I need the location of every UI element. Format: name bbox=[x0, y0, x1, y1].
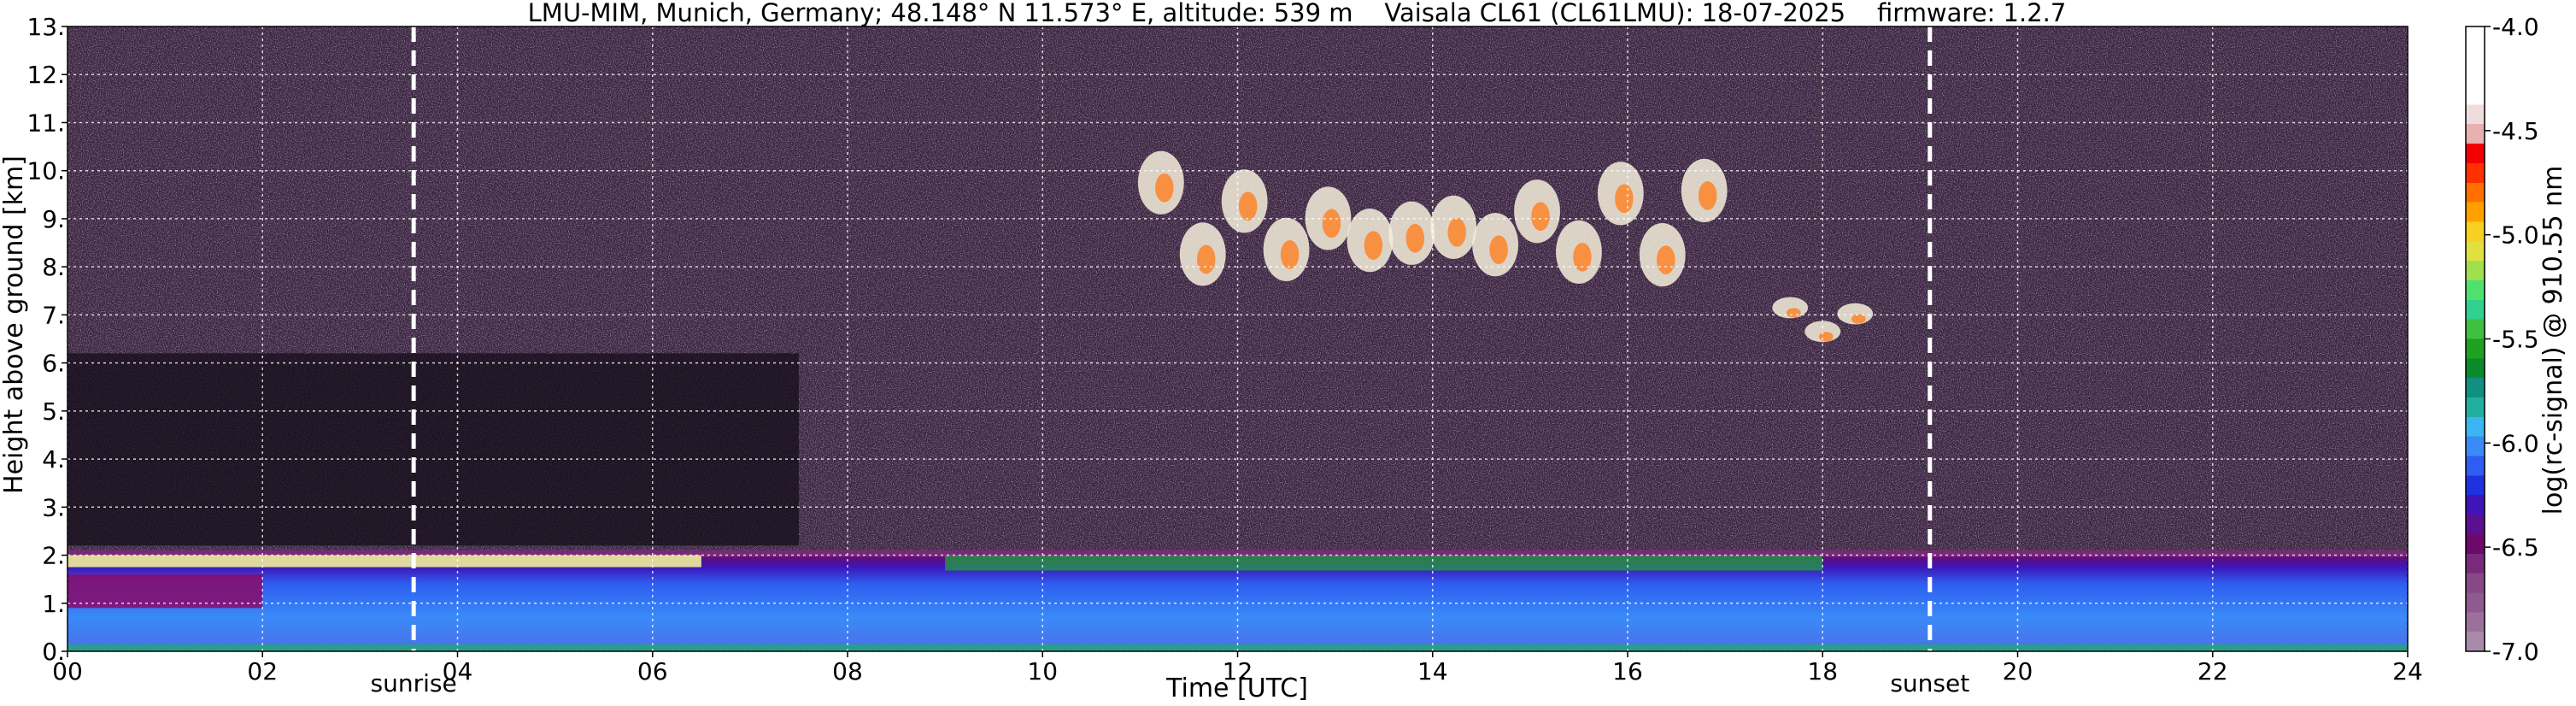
x-tick-label: 14 bbox=[1417, 657, 1448, 685]
x-tick-label: 08 bbox=[832, 657, 863, 685]
y-tick-label: 9. bbox=[42, 205, 65, 233]
cloud-core bbox=[1851, 314, 1866, 324]
y-tick-label: 2. bbox=[42, 542, 65, 570]
colorbar-tick-label: -4.5 bbox=[2492, 117, 2539, 145]
grid bbox=[67, 26, 2408, 651]
sun-event-labels: sunrise sunset bbox=[371, 669, 1970, 697]
y-tick-label: 4. bbox=[42, 445, 65, 474]
y-tick-label: 13. bbox=[26, 13, 65, 41]
residual-layer bbox=[67, 574, 263, 609]
cloud-core bbox=[1447, 218, 1466, 247]
colorbar-tick-label: -5.5 bbox=[2492, 326, 2539, 354]
cloud-core bbox=[1280, 239, 1300, 269]
cloud-core bbox=[1656, 245, 1675, 274]
colorbar-tick-label: -7.0 bbox=[2492, 638, 2539, 666]
colorbar-tick-label: -6.0 bbox=[2492, 429, 2539, 457]
x-axis-title: Time [UTC] bbox=[1165, 674, 1308, 703]
colorbar-tick-label: -6.5 bbox=[2492, 533, 2539, 562]
x-tick-label: 20 bbox=[2003, 657, 2033, 685]
sunset-label: sunset bbox=[1890, 669, 1969, 697]
y-tick-label: 12. bbox=[26, 61, 65, 89]
sunrise-label: sunrise bbox=[371, 669, 457, 697]
y-axis-title: Height above ground [km] bbox=[0, 156, 29, 494]
plot-area bbox=[67, 26, 2409, 652]
colorbar-tick-label: -5.0 bbox=[2492, 221, 2539, 250]
surface-layer bbox=[67, 644, 2408, 651]
colorbar-bar bbox=[2465, 26, 2485, 652]
x-tick-label: 04 bbox=[443, 657, 473, 685]
cloud-core bbox=[1615, 184, 1634, 214]
y-tick-label: 8. bbox=[42, 253, 65, 281]
x-tick-label: 10 bbox=[1027, 657, 1058, 685]
mixed-layer-top bbox=[945, 555, 1823, 571]
colorbar-tick-label: -4.0 bbox=[2492, 13, 2539, 41]
cloud-core bbox=[1405, 223, 1425, 253]
y-tick-label: 0. bbox=[42, 638, 65, 666]
cloud-core bbox=[1786, 308, 1801, 318]
x-tick-label: 18 bbox=[1807, 657, 1838, 685]
y-tick-label: 11. bbox=[26, 109, 65, 137]
sun-event-lines bbox=[411, 26, 1933, 651]
y-tick-label: 6. bbox=[42, 350, 65, 378]
colorbar: -4.0 -4.5 -5.0 -5.5 -6.0 -6.5 -7.0 log(rc-sign… bbox=[2465, 13, 2568, 666]
cloud-core bbox=[1531, 202, 1550, 232]
x-tick-label: 00 bbox=[52, 657, 83, 685]
colorbar-ticks: -4.0 -4.5 -5.0 -5.5 -6.0 -6.5 -7.0 bbox=[2485, 13, 2539, 666]
residual-layer-top bbox=[67, 555, 701, 568]
x-tick-label: 16 bbox=[1612, 657, 1643, 685]
cloud-core bbox=[1196, 244, 1216, 274]
cloud-core bbox=[1238, 191, 1258, 221]
y-axis-ticks: 0. 1. 2. 3. 4. 5. 6. 7. 8. 9. 10. 11. 12. 13. bbox=[26, 13, 67, 666]
x-tick-label: 02 bbox=[247, 657, 278, 685]
cloud-core bbox=[1364, 231, 1383, 260]
x-tick-label: 06 bbox=[637, 657, 668, 685]
cloud-core bbox=[1322, 209, 1341, 238]
chart-title: LMU-MIM, Munich, Germany; 48.148° N 11.5… bbox=[528, 0, 2067, 27]
cloud-core bbox=[1573, 242, 1592, 272]
x-tick-label: 22 bbox=[2198, 657, 2228, 685]
cloud-core bbox=[1698, 181, 1717, 210]
y-tick-label: 10. bbox=[26, 157, 65, 185]
x-axis-ticks: 00 02 04 06 08 10 12 14 16 18 20 22 24 bbox=[52, 651, 2423, 685]
y-tick-label: 7. bbox=[42, 301, 65, 329]
cloud-core bbox=[1155, 173, 1174, 203]
low-noise-region bbox=[67, 353, 799, 546]
cloud-core bbox=[1489, 235, 1508, 265]
y-tick-label: 3. bbox=[42, 493, 65, 521]
x-tick-label: 24 bbox=[2392, 657, 2423, 685]
cloud-core bbox=[1818, 332, 1834, 342]
y-tick-label: 5. bbox=[42, 397, 65, 426]
colorbar-label: log(rc-signal) @ 910.55 nm bbox=[2538, 166, 2568, 515]
x-tick-label: 12 bbox=[1223, 657, 1253, 685]
y-tick-label: 1. bbox=[42, 590, 65, 618]
